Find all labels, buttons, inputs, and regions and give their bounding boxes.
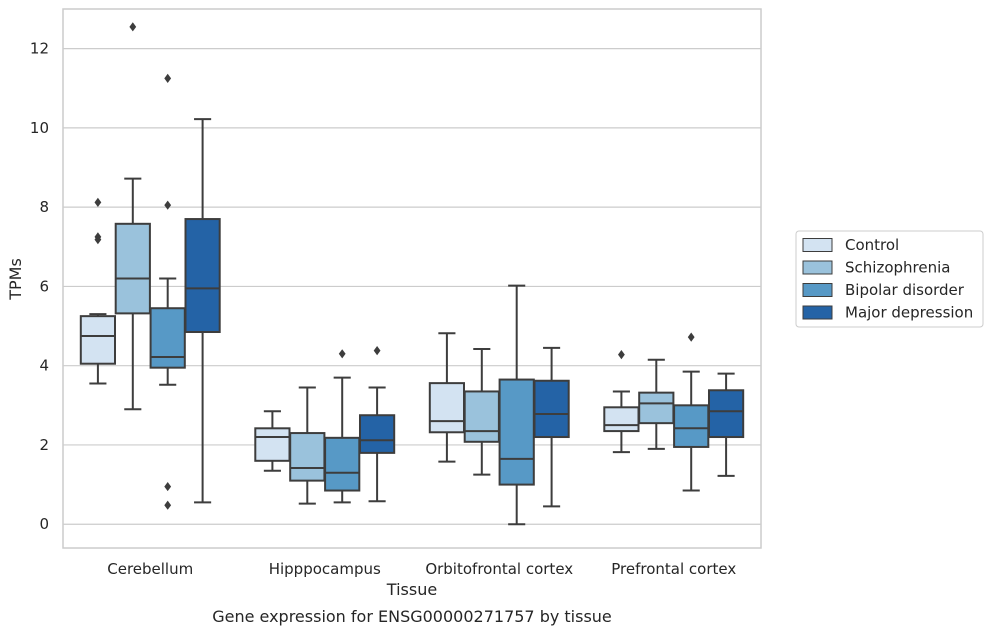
legend-swatch bbox=[802, 238, 833, 252]
y-tick-label: 12 bbox=[30, 40, 49, 58]
y-tick-label: 10 bbox=[30, 119, 49, 137]
legend-swatch bbox=[802, 260, 833, 275]
y-tick-label: 8 bbox=[39, 198, 49, 216]
y-axis-label: TPMs bbox=[6, 258, 25, 301]
outlier-point bbox=[129, 22, 137, 32]
box-iqr bbox=[358, 414, 396, 454]
y-tick-label: 6 bbox=[39, 277, 49, 295]
box-2-0 bbox=[428, 332, 466, 463]
outlier-point bbox=[164, 73, 172, 83]
box-iqr bbox=[289, 432, 326, 482]
x-tick-label: Cerebellum bbox=[107, 560, 193, 578]
outlier-point bbox=[94, 235, 102, 245]
legend-swatch bbox=[802, 283, 833, 297]
y-axis-ticks: 0 2 4 6 8 10 12 bbox=[30, 40, 49, 534]
box-2-3 bbox=[533, 346, 570, 508]
box-0-0 bbox=[79, 197, 117, 385]
box-iqr bbox=[254, 427, 291, 462]
box-iqr bbox=[638, 391, 675, 425]
box-iqr bbox=[324, 436, 361, 492]
y-tick-label: 0 bbox=[39, 515, 49, 533]
x-tick-label: Hipppocampus bbox=[269, 560, 381, 578]
legend-label: Control bbox=[845, 236, 899, 254]
box-iqr bbox=[114, 222, 151, 315]
box-plot-boxes bbox=[79, 22, 745, 526]
outlier-point bbox=[164, 481, 172, 492]
box-iqr bbox=[603, 406, 640, 433]
box-1-1 bbox=[289, 386, 326, 505]
box-3-3 bbox=[707, 372, 745, 477]
box-iqr bbox=[707, 389, 745, 439]
box-iqr bbox=[149, 307, 186, 369]
box-iqr bbox=[463, 390, 500, 443]
outlier-point bbox=[618, 349, 625, 360]
box-iqr bbox=[673, 404, 710, 448]
y-tick-label: 2 bbox=[39, 436, 49, 454]
box-1-3 bbox=[358, 346, 396, 503]
outlier-point bbox=[373, 346, 381, 356]
outlier-point bbox=[338, 349, 346, 359]
chart-caption: Gene expression for ENSG00000271757 by t… bbox=[212, 607, 612, 626]
box-3-1 bbox=[638, 358, 675, 450]
box-2-2 bbox=[498, 284, 535, 526]
outlier-point bbox=[94, 197, 102, 208]
legend-label: Major depression bbox=[845, 304, 973, 322]
box-0-2 bbox=[149, 73, 186, 510]
outlier-point bbox=[687, 332, 695, 342]
x-tick-label: Orbitofrontal cortex bbox=[425, 560, 573, 578]
box-3-2 bbox=[673, 332, 710, 492]
legend-swatch bbox=[802, 305, 833, 320]
legend-frame bbox=[795, 230, 984, 328]
x-axis-ticks: Cerebellum Hipppocampus Orbitofrontal cort… bbox=[107, 560, 736, 578]
outlier-point bbox=[164, 500, 172, 510]
box-iqr bbox=[428, 382, 466, 434]
box-1-0 bbox=[254, 410, 291, 472]
legend-label: Schizophrenia bbox=[845, 259, 950, 277]
legend-label: Bipolar disorder bbox=[845, 281, 965, 299]
box-iqr bbox=[533, 379, 570, 439]
box-0-1 bbox=[114, 22, 151, 411]
box-1-2 bbox=[324, 349, 361, 504]
box-iqr bbox=[498, 378, 535, 486]
box-0-3 bbox=[184, 118, 221, 504]
plot-frame bbox=[62, 8, 762, 549]
x-axis-label: Tissue bbox=[386, 580, 437, 599]
box-iqr bbox=[184, 218, 221, 334]
outlier-point bbox=[164, 200, 172, 210]
box-2-1 bbox=[463, 348, 500, 476]
y-tick-label: 4 bbox=[39, 357, 49, 375]
box-iqr bbox=[79, 315, 117, 365]
legend: Control Schizophrenia Bipolar disorder Majo… bbox=[795, 230, 984, 328]
x-tick-label: Prefrontal cortex bbox=[611, 560, 736, 578]
